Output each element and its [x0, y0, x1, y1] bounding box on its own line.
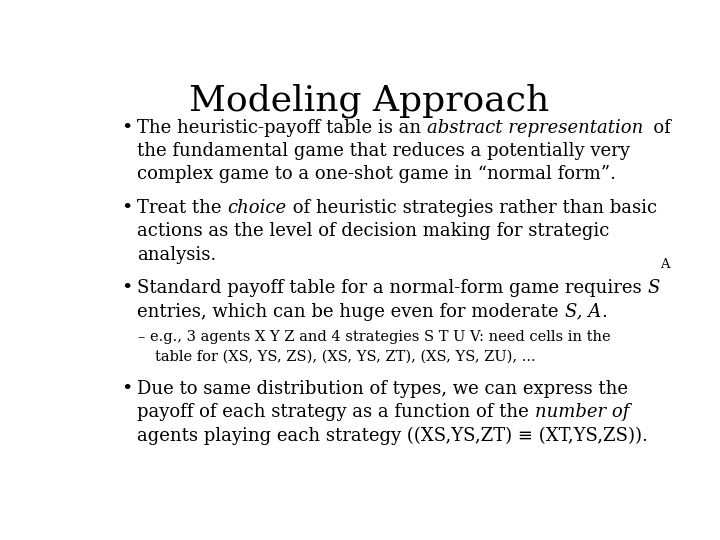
- Text: actions as the level of decision making for strategic: actions as the level of decision making …: [138, 222, 610, 240]
- Text: complex game to a one-shot game in “normal form”.: complex game to a one-shot game in “norm…: [138, 165, 616, 184]
- Text: of: of: [644, 119, 670, 137]
- Text: e.g., 3 agents X Y Z and 4 strategies S T U V: need cells in the: e.g., 3 agents X Y Z and 4 strategies S …: [150, 330, 611, 344]
- Text: the fundamental game that reduces a potentially very: the fundamental game that reduces a pote…: [138, 142, 630, 160]
- Text: agents playing each strategy ((XS,YS,ZT) ≡ (XT,YS,ZS)).: agents playing each strategy ((XS,YS,ZT)…: [138, 427, 648, 445]
- Text: S, A: S, A: [564, 302, 601, 321]
- Text: A: A: [660, 258, 670, 271]
- Text: Modeling Approach: Modeling Approach: [189, 84, 549, 118]
- Text: S: S: [648, 279, 660, 298]
- Text: Treat the: Treat the: [138, 199, 228, 217]
- Text: number of: number of: [535, 403, 629, 421]
- Text: of heuristic strategies rather than basic: of heuristic strategies rather than basi…: [287, 199, 657, 217]
- Text: Due to same distribution of types, we can express the: Due to same distribution of types, we ca…: [138, 380, 629, 398]
- Text: •: •: [121, 380, 132, 398]
- Text: –: –: [138, 330, 145, 344]
- Text: •: •: [121, 199, 132, 217]
- Text: analysis.: analysis.: [138, 246, 217, 264]
- Text: •: •: [121, 279, 132, 298]
- Text: .: .: [601, 302, 607, 321]
- Text: The heuristic-payoff table is an: The heuristic-payoff table is an: [138, 119, 427, 137]
- Text: entries, which can be huge even for moderate: entries, which can be huge even for mode…: [138, 302, 564, 321]
- Text: choice: choice: [228, 199, 287, 217]
- Text: payoff of each strategy as a function of the: payoff of each strategy as a function of…: [138, 403, 535, 421]
- Text: •: •: [121, 119, 132, 137]
- Text: abstract representation: abstract representation: [427, 119, 644, 137]
- Text: table for (XS, YS, ZS), (XS, YS, ZT), (XS, YS, ZU), ...: table for (XS, YS, ZS), (XS, YS, ZT), (X…: [155, 349, 536, 363]
- Text: Standard payoff table for a normal-form game requires: Standard payoff table for a normal-form …: [138, 279, 648, 298]
